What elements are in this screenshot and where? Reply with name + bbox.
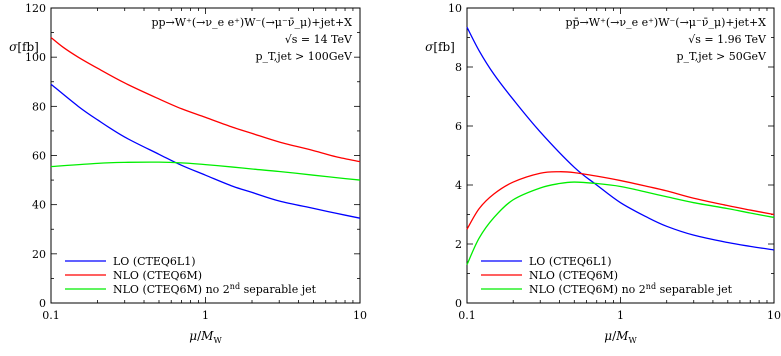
series-line-1 xyxy=(466,26,775,251)
annotation-3: p_T,jet > 100GeV xyxy=(255,50,353,63)
legend-label-3: NLO (CTEQ6M) no 2nd separable jet xyxy=(113,282,317,296)
y-tick-label: 0 xyxy=(39,297,46,310)
y-tick-label: 60 xyxy=(32,150,46,163)
y-tick-label: 20 xyxy=(32,248,46,261)
x-tick-label: 0.1 xyxy=(458,309,476,322)
x-axis-label: μ/MW xyxy=(604,329,637,345)
series-line-2 xyxy=(50,36,361,163)
legend-label-3: NLO (CTEQ6M) no 2nd separable jet xyxy=(529,282,733,296)
series-line-1 xyxy=(50,83,361,219)
annotation-1: pp→W⁺(→ν_e e⁺)W⁻(→μ⁻ν̄_μ)+jet+X xyxy=(151,16,352,29)
x-axis-label: μ/MW xyxy=(189,329,222,345)
series-line-2 xyxy=(466,171,775,230)
y-tick-label: 40 xyxy=(32,199,46,212)
chart-left: 0 20 40 60 80 100 120 0.1 1 10 μ/MW σ[fb] pp→W⁺(→ν_e… xyxy=(9,2,367,345)
annotation-1: pp̄→W⁺(→ν_e e⁺)W⁻(→μ⁻ν̄_μ)+jet+X xyxy=(565,16,766,29)
y-axis-label: σ[fb] xyxy=(425,40,455,54)
y-tick-label: 4 xyxy=(455,179,462,192)
y-tick-label: 120 xyxy=(25,2,46,15)
legend-label-2: NLO (CTEQ6M) xyxy=(113,269,202,282)
y-tick-label: 80 xyxy=(32,100,46,113)
y-tick-label: 100 xyxy=(25,51,46,64)
y-tick-label: 0 xyxy=(455,297,462,310)
legend-label-1: LO (CTEQ6L1) xyxy=(113,255,196,268)
annotation-2: √s = 14 TeV xyxy=(285,33,353,46)
series-line-3 xyxy=(466,181,775,265)
x-tick-label: 10 xyxy=(767,309,781,322)
y-tick-label: 10 xyxy=(448,2,462,15)
y-tick-label: 8 xyxy=(455,61,462,74)
legend-label-2: NLO (CTEQ6M) xyxy=(529,269,618,282)
series-line-3 xyxy=(50,161,361,181)
x-tick-label: 1 xyxy=(617,309,624,322)
y-tick-label: 2 xyxy=(455,238,462,251)
y-axis-label: σ[fb] xyxy=(9,40,39,54)
x-tick-label: 1 xyxy=(202,309,209,322)
legend-label-1: LO (CTEQ6L1) xyxy=(529,255,612,268)
annotation-2: √s = 1.96 TeV xyxy=(688,33,767,46)
y-tick-label: 6 xyxy=(455,120,462,133)
annotation-3: p_T,jet > 50GeV xyxy=(676,50,767,63)
x-tick-label: 0.1 xyxy=(42,309,60,322)
chart-right: 0 2 4 6 8 10 0.1 1 10 μ/MW σ[fb] pp̄→W⁺(→ν_e e⁺)W⁻(… xyxy=(425,2,781,345)
x-tick-label: 10 xyxy=(353,309,367,322)
